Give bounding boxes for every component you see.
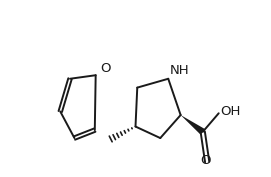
Polygon shape	[181, 115, 205, 135]
Text: O: O	[101, 62, 111, 75]
Text: NH: NH	[170, 64, 190, 77]
Text: OH: OH	[220, 105, 240, 118]
Text: O: O	[200, 154, 211, 167]
